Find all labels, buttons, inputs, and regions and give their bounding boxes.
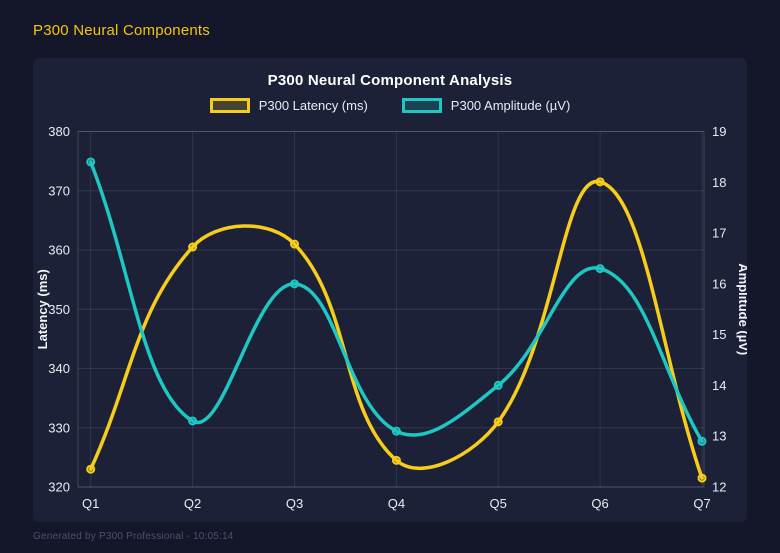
right-axis-tick: 19 — [712, 124, 726, 139]
chart-legend: P300 Latency (ms) P300 Amplitude (µV) — [33, 98, 747, 113]
right-axis-tick: 17 — [712, 226, 726, 241]
left-axis-tick: 320 — [48, 480, 70, 495]
left-axis-tick: 330 — [48, 420, 70, 435]
amplitude-line — [88, 160, 704, 444]
chart-canvas[interactable]: 320 330 340 350 360 370 380 12 13 14 15 16 17 18 19 Q1 Q… — [33, 58, 747, 522]
x-axis-label: Q3 — [286, 496, 303, 511]
legend-swatch-latency-icon — [209, 98, 250, 113]
x-axis-label: Q5 — [490, 496, 507, 511]
latency-point[interactable] — [595, 177, 605, 187]
left-axis-tick: 380 — [48, 124, 70, 139]
legend-item-amplitude[interactable]: P300 Amplitude (µV) — [401, 98, 571, 113]
plot-border — [77, 131, 705, 488]
footer-status: Generated by P300 Professional - 10:05:1… — [33, 531, 234, 542]
x-axis-label: Q1 — [82, 496, 99, 511]
left-axis-title: Latency (ms) — [35, 269, 50, 349]
legend-label-latency: P300 Latency (ms) — [258, 98, 368, 113]
right-axis-tick: 13 — [712, 429, 726, 444]
x-axis-label: Q4 — [388, 496, 405, 511]
x-axis-label: Q2 — [184, 496, 201, 511]
legend-label-amplitude: P300 Amplitude (µV) — [450, 98, 571, 113]
chart-card: P300 Neural Component Analysis P300 Late… — [33, 58, 747, 522]
latency-point[interactable] — [86, 464, 96, 474]
left-axis-tick: 350 — [48, 302, 70, 317]
latency-point[interactable] — [391, 455, 401, 465]
right-axis-tick: 16 — [712, 276, 726, 291]
amplitude-point[interactable] — [188, 416, 198, 426]
amplitude-point[interactable] — [391, 426, 401, 436]
amplitude-point[interactable] — [697, 436, 707, 446]
x-axis-label: Q7 — [693, 496, 710, 511]
left-axis-tick: 360 — [48, 243, 70, 258]
left-axis-tick: 370 — [48, 183, 70, 198]
chart-title: P300 Neural Component Analysis — [267, 72, 513, 89]
right-axis-tick: 14 — [712, 378, 726, 393]
amplitude-point[interactable] — [493, 380, 503, 390]
right-axis-tick: 12 — [712, 480, 726, 495]
latency-point[interactable] — [697, 473, 707, 483]
latency-line — [88, 180, 704, 480]
legend-swatch-amplitude-icon — [401, 98, 442, 113]
amplitude-point[interactable] — [290, 279, 299, 289]
latency-point[interactable] — [290, 239, 299, 249]
left-axis-tick: 340 — [48, 361, 70, 376]
x-axis-label: Q6 — [591, 496, 608, 511]
amplitude-point[interactable] — [595, 264, 605, 274]
right-axis-title: Amplitude (µV) — [736, 263, 747, 355]
latency-point[interactable] — [188, 242, 198, 252]
latency-point[interactable] — [493, 417, 503, 427]
right-axis-tick: 18 — [712, 175, 726, 190]
right-axis-tick: 15 — [712, 327, 726, 342]
amplitude-point[interactable] — [86, 157, 96, 167]
page-title: P300 Neural Components — [33, 22, 211, 39]
legend-item-latency[interactable]: P300 Latency (ms) — [209, 98, 368, 113]
